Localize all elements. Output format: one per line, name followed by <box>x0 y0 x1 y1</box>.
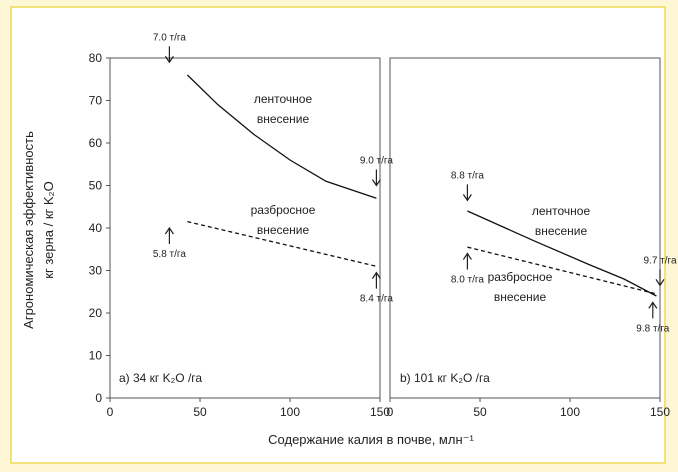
x-tick-label: 150 <box>650 405 670 419</box>
figure-frame <box>10 6 666 464</box>
series-band-line <box>467 210 657 297</box>
annotation-label: 8.8 т/га <box>451 170 484 181</box>
arrow-head-icon <box>371 179 381 187</box>
arrow-head-icon <box>655 279 665 287</box>
arrow-head-icon <box>462 252 472 260</box>
series-label: внесение <box>257 112 310 126</box>
annotation-label: 8.4 т/га <box>360 294 393 305</box>
y-tick-label: 60 <box>89 136 103 150</box>
panel-b: 0 50 100 150 ленточное внесение разбросное внес… <box>387 57 677 419</box>
x-tick-label: 100 <box>560 405 580 419</box>
annotation-label: 8.0 т/га <box>451 275 484 286</box>
series-band-line <box>186 74 377 199</box>
yield-annotation: 8.4 т/га <box>360 271 393 305</box>
plot-area <box>389 57 661 399</box>
y-tick-label: 30 <box>89 264 103 278</box>
series-broadcast-line <box>187 220 377 267</box>
y-tick-label: 80 <box>89 51 103 65</box>
arrow-head-icon <box>164 55 174 64</box>
y-axis-title-line1: Агрономическая эффективность <box>21 131 36 329</box>
x-tick-label: 50 <box>193 405 207 419</box>
series-label: ленточное <box>254 92 313 106</box>
annotation-label: 9.8 т/га <box>636 323 669 334</box>
x-tick-label: 50 <box>473 405 487 419</box>
y-tick-label: 20 <box>89 306 103 320</box>
y-tick-label: 50 <box>89 179 103 193</box>
plot-area <box>109 57 381 399</box>
y-tick-label: 70 <box>89 94 103 108</box>
series-label: разбросное <box>488 270 553 284</box>
annotation-label: 9.0 т/га <box>360 156 393 167</box>
x-tick-label: 100 <box>280 405 300 419</box>
yield-annotation: 9.7 т/га <box>643 255 677 287</box>
y-tick-label: 40 <box>89 221 103 235</box>
panel-label: b) 101 кг K₂O /га <box>400 371 490 385</box>
y-tick-label: 0 <box>95 391 102 405</box>
series-label: внесение <box>494 290 547 304</box>
x-tick-label: 150 <box>370 405 390 419</box>
arrow-head-icon <box>648 301 658 309</box>
y-tick-label: 10 <box>89 349 103 363</box>
x-axis-title: Содержание калия в почве, млн⁻¹ <box>268 432 474 447</box>
annotation-label: 7.0 т/га <box>153 32 186 43</box>
series-label: ленточное <box>532 204 591 218</box>
series-broadcast-line <box>467 246 657 295</box>
yield-annotation: 5.8 т/га <box>153 226 186 260</box>
arrow-head-icon <box>462 194 472 202</box>
panel-label: a) 34 кг K₂O /га <box>119 371 202 385</box>
arrow-head-icon <box>164 226 174 235</box>
yield-annotation: 9.8 т/га <box>636 301 670 334</box>
series-label: разбросное <box>251 203 316 217</box>
annotation-label: 9.7 т/га <box>643 255 676 266</box>
yield-annotation: 8.0 т/га <box>451 252 484 286</box>
series-label: внесение <box>535 224 588 238</box>
yield-annotation: 9.0 т/га <box>360 156 393 187</box>
arrow-head-icon <box>371 271 381 279</box>
annotation-label: 5.8 т/га <box>153 249 186 260</box>
series-label: внесение <box>257 223 310 237</box>
x-tick-label: 0 <box>387 405 394 419</box>
x-tick-label: 0 <box>107 405 114 419</box>
y-axis-title-line2: кг зерна / кг K₂O <box>41 181 56 278</box>
yield-annotation: 8.8 т/га <box>451 170 484 202</box>
yield-annotation: 7.0 т/га <box>153 32 186 64</box>
panel-a: 0 50 100 15001020304050607080ленточноевнесе… <box>89 32 394 419</box>
